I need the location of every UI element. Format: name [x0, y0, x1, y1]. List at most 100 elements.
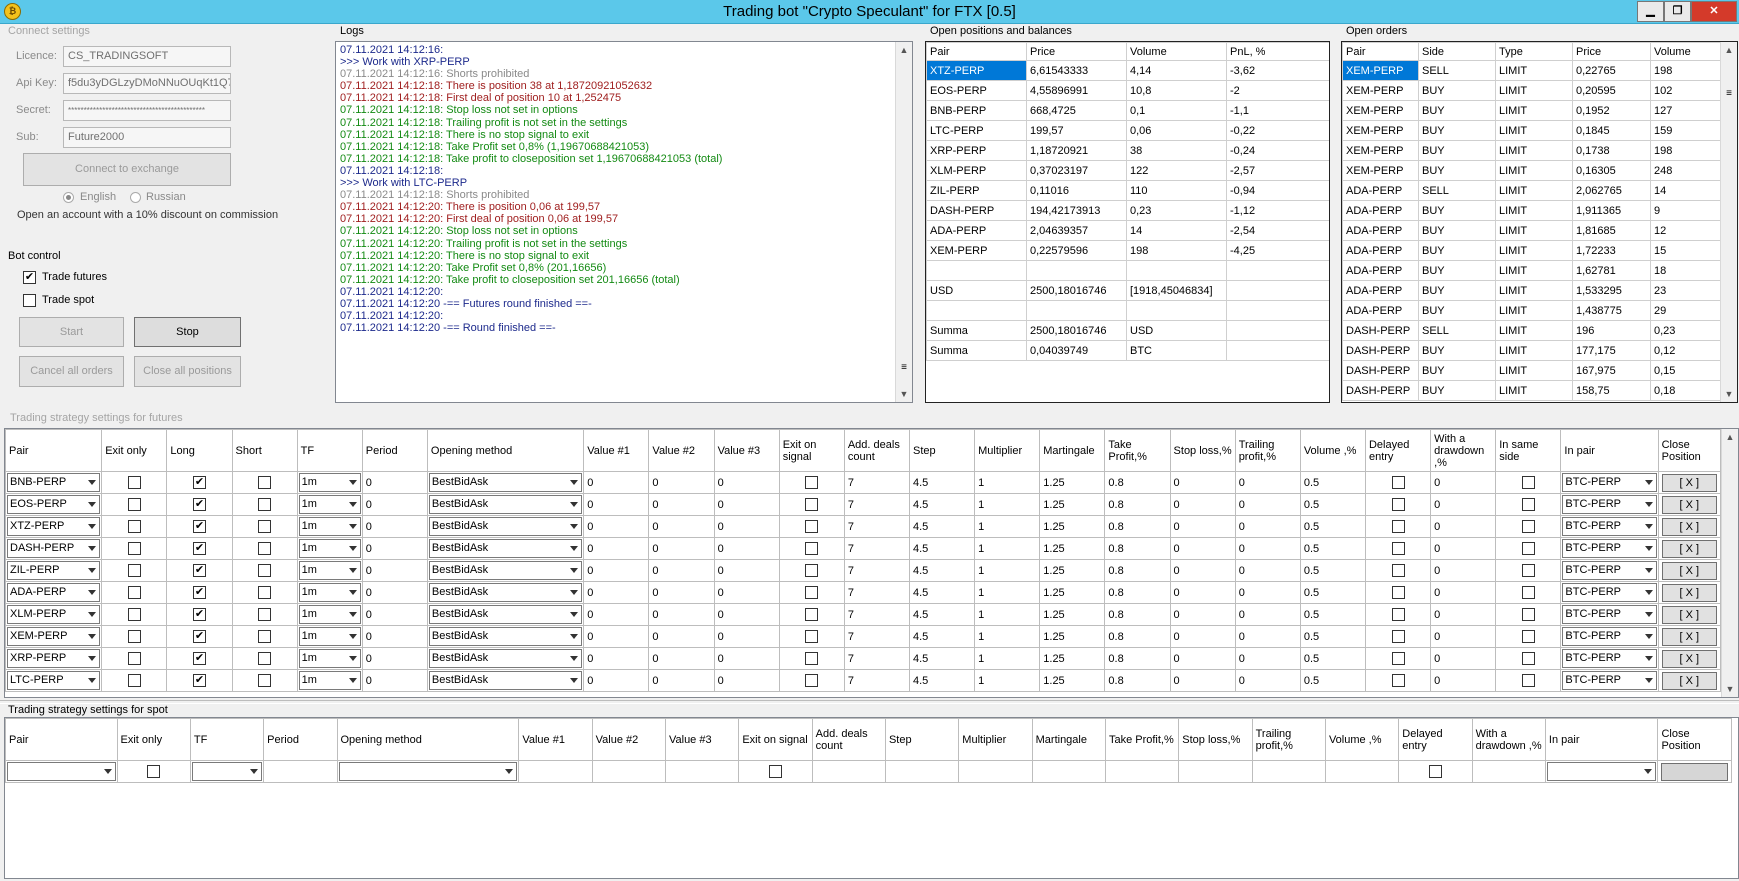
- spot-cell[interactable]: [518, 760, 593, 783]
- mult-field[interactable]: 1: [974, 669, 1041, 692]
- futures-header[interactable]: Value #3: [713, 429, 780, 472]
- tp-field[interactable]: 0.8: [1104, 669, 1171, 692]
- short-checkbox[interactable]: [258, 630, 272, 643]
- v1-field[interactable]: 0: [583, 471, 650, 494]
- futures-header[interactable]: Volume ,%: [1299, 429, 1366, 472]
- position-row[interactable]: Summa 2500,18016746 USD: [926, 320, 1329, 341]
- tf-dropdown[interactable]: 1m: [298, 605, 361, 624]
- order-row[interactable]: ADA-PERP SELL LIMIT 2,062765 14: [1342, 180, 1721, 201]
- sl-field[interactable]: 0: [1169, 603, 1236, 626]
- order-row[interactable]: ADA-PERP BUY LIMIT 1,62781 18: [1342, 260, 1721, 281]
- orders-header[interactable]: Price: [1572, 42, 1651, 61]
- order-row[interactable]: ADA-PERP BUY LIMIT 1,81685 12: [1342, 220, 1721, 241]
- drawdown-field[interactable]: 0: [1430, 537, 1497, 560]
- futures-header[interactable]: Stop loss,%: [1169, 429, 1236, 472]
- short-checkbox[interactable]: [258, 674, 272, 687]
- spot-dropdown[interactable]: [1546, 762, 1657, 781]
- sl-field[interactable]: 0: [1169, 493, 1236, 516]
- method-dropdown[interactable]: BestBidAsk: [428, 627, 583, 646]
- connect-button[interactable]: Connect to exchange: [23, 153, 231, 186]
- method-dropdown[interactable]: BestBidAsk: [428, 605, 583, 624]
- spot-header[interactable]: Delayed entry: [1398, 718, 1473, 761]
- spot-header[interactable]: Exit only: [116, 718, 191, 761]
- futures-header[interactable]: With a drawdown ,%: [1430, 429, 1497, 472]
- scroll-grip-icon[interactable]: ≡: [901, 362, 907, 373]
- position-row[interactable]: Summa 0,04039749 BTC: [926, 340, 1329, 361]
- trail-field[interactable]: 0: [1234, 647, 1301, 670]
- v1-field[interactable]: 0: [583, 669, 650, 692]
- inpair-dropdown[interactable]: BTC-PERP: [1562, 627, 1657, 646]
- exit-only-checkbox[interactable]: [127, 586, 141, 599]
- exit-sig-checkbox[interactable]: [805, 498, 819, 511]
- long-checkbox[interactable]: ✔: [192, 586, 206, 599]
- position-row[interactable]: USD 2500,18016746 [1918,45046834]: [926, 280, 1329, 301]
- long-checkbox[interactable]: ✔: [192, 674, 206, 687]
- tp-field[interactable]: 0.8: [1104, 515, 1171, 538]
- v3-field[interactable]: 0: [713, 493, 780, 516]
- inpair-dropdown[interactable]: BTC-PERP: [1562, 605, 1657, 624]
- position-row[interactable]: DASH-PERP 194,42173913 0,23 -1,12: [926, 200, 1329, 221]
- v2-field[interactable]: 0: [648, 603, 715, 626]
- trail-field[interactable]: 0: [1234, 669, 1301, 692]
- v2-field[interactable]: 0: [648, 625, 715, 648]
- vol-field[interactable]: 0.5: [1299, 581, 1366, 604]
- sl-field[interactable]: 0: [1169, 471, 1236, 494]
- v3-field[interactable]: 0: [713, 647, 780, 670]
- sub-field[interactable]: Future2000: [63, 127, 231, 148]
- exit-only-checkbox[interactable]: [127, 608, 141, 621]
- delayed-checkbox[interactable]: [1391, 652, 1405, 665]
- same-checkbox[interactable]: [1521, 674, 1535, 687]
- pair-dropdown[interactable]: ADA-PERP: [7, 583, 101, 602]
- position-row[interactable]: XEM-PERP 0,22579596 198 -4,25: [926, 240, 1329, 261]
- spot-cell[interactable]: [5, 760, 118, 783]
- exit-sig-checkbox[interactable]: [805, 542, 819, 555]
- position-row[interactable]: ADA-PERP 2,04639357 14 -2,54: [926, 220, 1329, 241]
- drawdown-field[interactable]: 0: [1430, 471, 1497, 494]
- panel-splitter[interactable]: [0, 700, 1739, 704]
- spot-cell[interactable]: [1324, 760, 1400, 783]
- close-position-button[interactable]: [ X ]: [1661, 605, 1717, 624]
- spot-cell[interactable]: [263, 760, 338, 783]
- position-row[interactable]: [926, 300, 1329, 321]
- order-row[interactable]: DASH-PERP BUY LIMIT 167,975 0,15: [1342, 360, 1721, 381]
- close-all-positions-button[interactable]: Close all positions: [134, 356, 241, 387]
- method-dropdown[interactable]: BestBidAsk: [428, 517, 583, 536]
- step-field[interactable]: 4.5: [908, 625, 976, 648]
- v2-field[interactable]: 0: [648, 581, 715, 604]
- position-row[interactable]: LTC-PERP 199,57 0,06 -0,22: [926, 120, 1329, 141]
- tf-dropdown[interactable]: 1m: [298, 517, 361, 536]
- drawdown-field[interactable]: 0: [1430, 493, 1497, 516]
- long-checkbox[interactable]: ✔: [192, 652, 206, 665]
- position-row[interactable]: XRP-PERP 1,18720921 38 -0,24: [926, 140, 1329, 161]
- mult-field[interactable]: 1: [974, 515, 1041, 538]
- order-row[interactable]: ADA-PERP BUY LIMIT 1,72233 15: [1342, 240, 1721, 261]
- short-checkbox[interactable]: [258, 476, 272, 489]
- futures-header[interactable]: Add. deals count: [843, 429, 910, 472]
- delayed-checkbox[interactable]: [1391, 498, 1405, 511]
- add-field[interactable]: 7: [843, 515, 910, 538]
- v2-field[interactable]: 0: [648, 559, 715, 582]
- add-field[interactable]: 7: [843, 559, 910, 582]
- order-row[interactable]: XEM-PERP BUY LIMIT 0,1738 198: [1342, 140, 1721, 161]
- mart-field[interactable]: 1.25: [1039, 493, 1106, 516]
- exit-sig-checkbox[interactable]: [805, 674, 819, 687]
- futures-scrollbar[interactable]: ▲ ▼: [1721, 429, 1738, 697]
- spot-close-position-button[interactable]: [1661, 762, 1728, 781]
- step-field[interactable]: 4.5: [908, 471, 976, 494]
- short-checkbox[interactable]: [258, 652, 272, 665]
- futures-header[interactable]: Value #1: [583, 429, 650, 472]
- long-checkbox[interactable]: ✔: [192, 564, 206, 577]
- trail-field[interactable]: 0: [1234, 537, 1301, 560]
- orders-scrollbar[interactable]: ▲ ≡ ▼: [1720, 42, 1737, 402]
- step-field[interactable]: 4.5: [908, 669, 976, 692]
- tp-field[interactable]: 0.8: [1104, 537, 1171, 560]
- exit-sig-checkbox[interactable]: [805, 608, 819, 621]
- long-checkbox[interactable]: ✔: [192, 608, 206, 621]
- tp-field[interactable]: 0.8: [1104, 625, 1171, 648]
- spot-checkbox[interactable]: [1428, 765, 1442, 778]
- positions-header[interactable]: Pair: [926, 42, 1027, 61]
- spot-header[interactable]: TF: [189, 718, 265, 761]
- discount-link[interactable]: Open an account with a 10% discount on c…: [17, 209, 279, 221]
- delayed-checkbox[interactable]: [1391, 674, 1405, 687]
- period-field[interactable]: 0: [361, 625, 428, 648]
